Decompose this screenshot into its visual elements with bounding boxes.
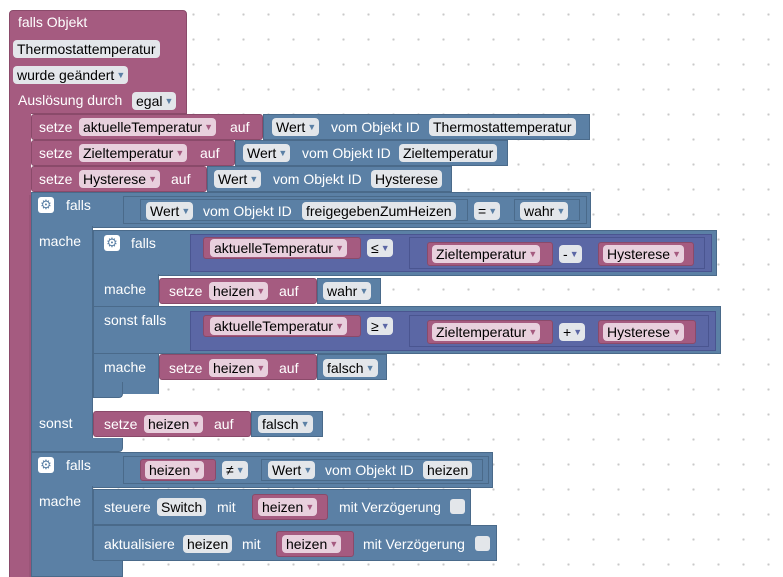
set-3-vom: vom Objekt ID xyxy=(273,171,362,187)
else-set-auf: auf xyxy=(214,416,234,432)
set-1-setze: setze xyxy=(39,119,73,135)
set-3-wert-dropdown[interactable]: Wert xyxy=(214,170,262,188)
set-2-wert-dropdown[interactable]: Wert xyxy=(243,144,291,162)
if1-vom: vom Objekt ID xyxy=(203,203,292,219)
event-trigger-label: Auslösung durch xyxy=(18,92,123,108)
set-1-vom: vom Objekt ID xyxy=(331,119,420,135)
if2-lhs2-dropdown[interactable]: aktuelleTemperatur xyxy=(210,317,348,335)
update-delay-label: mit Verzögerung xyxy=(363,536,465,552)
if2-set2-auf: auf xyxy=(279,360,299,376)
if2-b-dropdown[interactable]: Hysterese xyxy=(603,245,685,263)
if3-object-field[interactable]: heizen xyxy=(423,461,473,479)
if3-gear-icon[interactable]: ⚙ xyxy=(38,457,54,473)
set-3-auf: auf xyxy=(171,171,191,187)
control-delay-checkbox[interactable] xyxy=(450,499,465,514)
if2-set-word: setze xyxy=(169,283,203,299)
set-2-object-field[interactable]: Zieltemperatur xyxy=(399,144,498,162)
event-title: falls Objekt xyxy=(18,14,88,30)
update-var-dropdown[interactable]: heizen xyxy=(282,535,342,553)
set-2-var-dropdown[interactable]: Zieltemperatur xyxy=(79,144,188,162)
if2-a2-dropdown[interactable]: Zieltemperatur xyxy=(432,323,541,341)
if2-operator2-dropdown[interactable]: ≥ xyxy=(367,317,393,335)
else-set-var-dropdown[interactable]: heizen xyxy=(144,415,204,433)
if2-set-val-dropdown[interactable]: wahr xyxy=(323,282,372,300)
if3-operator-dropdown[interactable]: ≠ xyxy=(222,461,248,479)
update-object-field[interactable]: heizen xyxy=(183,535,233,553)
if2-b2-dropdown[interactable]: Hysterese xyxy=(603,323,685,341)
if2-set2-var-dropdown[interactable]: heizen xyxy=(209,359,269,377)
if1-falls: falls xyxy=(66,197,91,213)
if2-a-dropdown[interactable]: Zieltemperatur xyxy=(432,245,541,263)
set-1-auf: auf xyxy=(230,119,250,135)
control-delay-label: mit Verzögerung xyxy=(339,499,441,515)
if2-set-auf: auf xyxy=(279,283,299,299)
if3-block-footer xyxy=(31,560,123,577)
if2-plus-dropdown[interactable]: + xyxy=(559,323,586,341)
if2-mache2: mache xyxy=(104,359,147,375)
control-mit: mit xyxy=(217,499,236,515)
if2-block-footer xyxy=(93,382,123,398)
if1-bool-dropdown[interactable]: wahr xyxy=(520,202,569,220)
if2-set-var-dropdown[interactable]: heizen xyxy=(209,282,269,300)
if3-wert-dropdown[interactable]: Wert xyxy=(268,461,316,479)
if3-falls: falls xyxy=(66,457,91,473)
if2-sonst-falls: sonst falls xyxy=(104,312,167,328)
if1-block-sonst-bar xyxy=(31,410,93,440)
if3-mache: mache xyxy=(39,493,82,509)
if2-falls: falls xyxy=(131,235,156,251)
set-2-setze: setze xyxy=(39,145,73,161)
if2-mache: mache xyxy=(104,281,147,297)
if2-lhs-dropdown[interactable]: aktuelleTemperatur xyxy=(210,239,348,257)
if2-set2-word: setze xyxy=(169,360,203,376)
if1-block-footer xyxy=(31,438,123,452)
event-inner-channel xyxy=(29,195,32,577)
update-delay-checkbox[interactable] xyxy=(475,536,490,551)
event-trigger-dropdown[interactable]: egal xyxy=(132,92,177,110)
event-condition-dropdown[interactable]: wurde geändert xyxy=(13,66,129,84)
if2-gear-icon[interactable]: ⚙ xyxy=(104,235,120,251)
set-2-auf: auf xyxy=(200,145,220,161)
if1-gear-icon[interactable]: ⚙ xyxy=(38,197,54,213)
if2-minus-dropdown[interactable]: - xyxy=(559,245,582,263)
control-object-field[interactable]: Switch xyxy=(157,498,207,516)
event-object-field[interactable]: Thermostattemperatur xyxy=(13,40,160,58)
update-word: aktualisiere xyxy=(104,536,175,552)
update-mit: mit xyxy=(242,536,261,552)
if3-vom: vom Objekt ID xyxy=(325,462,414,478)
if1-mache: mache xyxy=(39,233,82,249)
set-1-object-field[interactable]: Thermostattemperatur xyxy=(429,118,576,136)
if1-object-field[interactable]: freigegebenZumHeizen xyxy=(302,202,456,220)
set-3-var-dropdown[interactable]: Hysterese xyxy=(79,170,161,188)
if1-wert-dropdown[interactable]: Wert xyxy=(146,202,194,220)
if2-set2-val-dropdown[interactable]: falsch xyxy=(323,359,378,377)
set-2-vom: vom Objekt ID xyxy=(302,145,391,161)
if2-operator-dropdown[interactable]: ≤ xyxy=(367,239,393,257)
set-3-setze: setze xyxy=(39,171,73,187)
else-set-word: setze xyxy=(104,416,138,432)
if1-operator-dropdown[interactable]: = xyxy=(474,202,501,220)
control-word: steuere xyxy=(104,499,151,515)
set-3-object-field[interactable]: Hysterese xyxy=(371,170,443,188)
control-var-dropdown[interactable]: heizen xyxy=(258,498,318,516)
else-set-val-dropdown[interactable]: falsch xyxy=(258,415,313,433)
set-1-wert-dropdown[interactable]: Wert xyxy=(272,118,320,136)
event-block-body xyxy=(9,110,31,577)
if1-block-spine xyxy=(31,226,93,412)
set-1-var-dropdown[interactable]: aktuelleTemperatur xyxy=(79,118,217,136)
if3-lhs-dropdown[interactable]: heizen xyxy=(145,461,205,479)
if1-sonst: sonst xyxy=(39,415,73,431)
